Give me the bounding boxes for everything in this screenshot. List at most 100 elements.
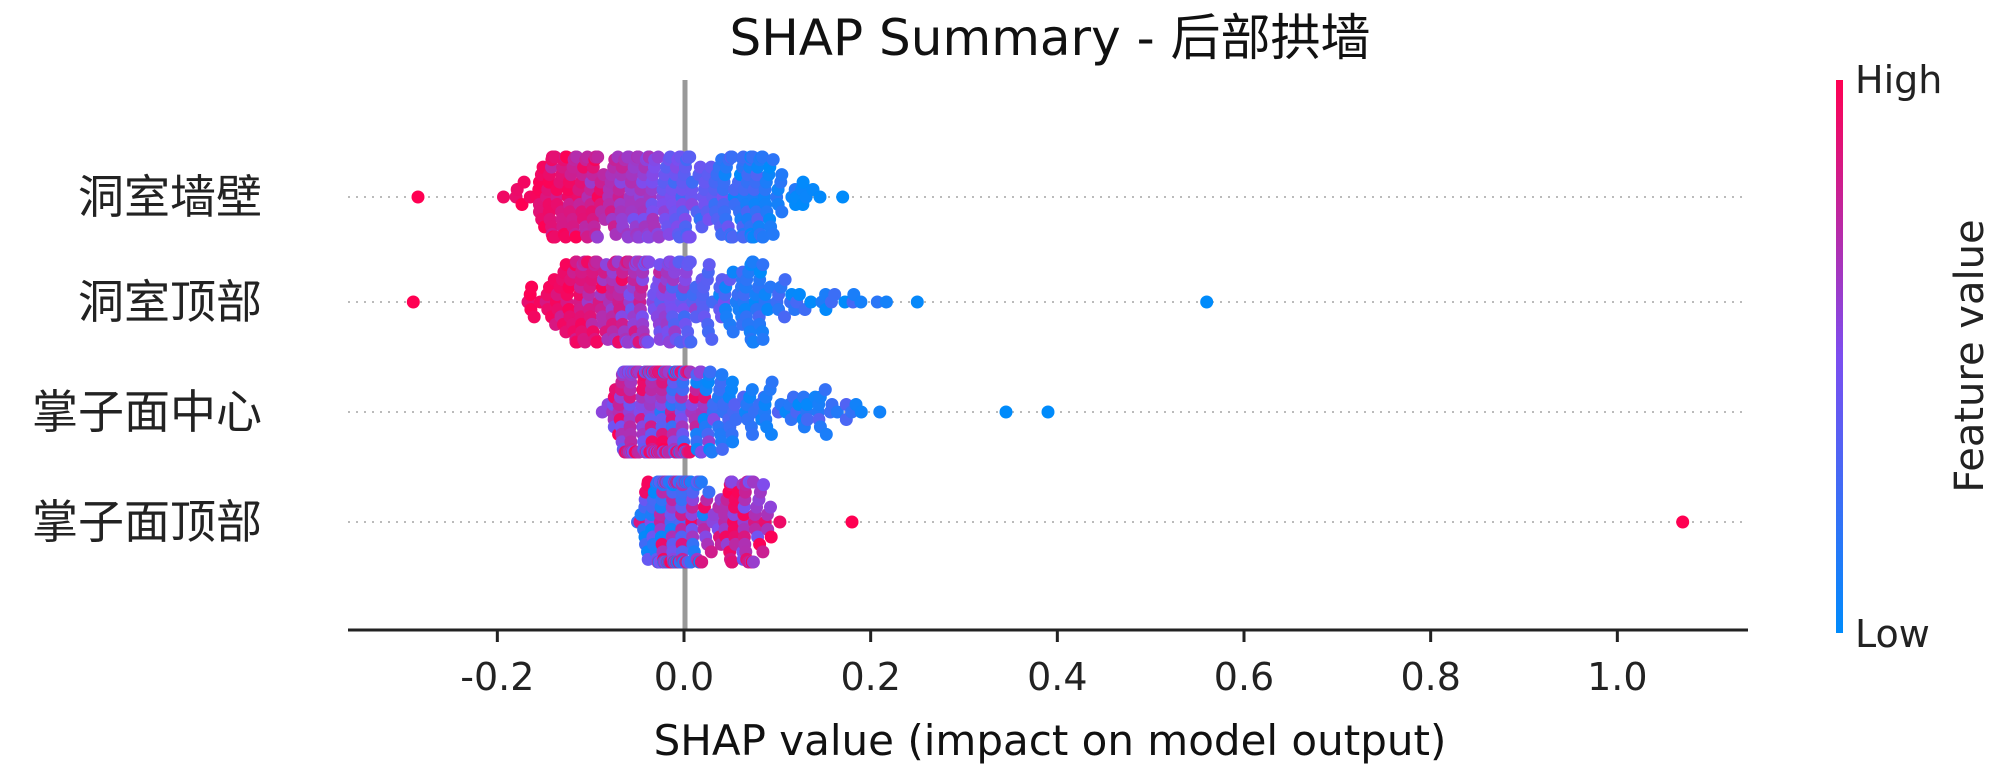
shap-dot [756, 332, 770, 346]
chart-title: SHAP Summary - 后部拱墙 [729, 9, 1370, 67]
shap-dot [590, 230, 604, 244]
shap-dot [705, 445, 719, 459]
shap-dot [705, 332, 719, 346]
shap-dot [704, 545, 718, 559]
shap-dot [756, 258, 770, 272]
shap-dot [756, 230, 770, 244]
dot-layer [406, 150, 1690, 569]
shap-dot [764, 427, 778, 441]
shap-dot [870, 295, 884, 309]
shap-dot [695, 555, 709, 569]
shap-dot [726, 265, 740, 279]
shap-dot [775, 205, 789, 219]
shap-dot [828, 288, 842, 301]
shap-dot [854, 295, 868, 309]
shap-dot [761, 303, 775, 316]
shap-dot [746, 555, 760, 569]
shap-dot [725, 150, 739, 164]
shap-dot [406, 295, 420, 309]
shap-dot [818, 383, 832, 397]
x-tick-label: 1.0 [1587, 655, 1647, 699]
shap-dot [728, 398, 742, 411]
shap-dot [766, 153, 780, 167]
shap-dot [764, 500, 777, 514]
shap-dot [765, 375, 779, 389]
shap-dot [662, 227, 676, 241]
feature-label: 洞室顶部 [78, 275, 262, 329]
x-axis-ticks: -0.2 0.0 0.2 0.4 0.6 0.8 1.0 [460, 630, 1648, 699]
shap-dot [745, 383, 759, 397]
shap-dot [703, 365, 717, 379]
shap-dot [800, 413, 814, 426]
shap-dot [497, 190, 510, 204]
shap-dot [775, 168, 789, 182]
shap-dot [651, 150, 665, 164]
x-tick-label: 0.8 [1400, 655, 1460, 699]
shap-dot [756, 150, 770, 164]
shap-dot [702, 485, 716, 499]
shap-dot [999, 405, 1013, 419]
shap-dot [641, 335, 655, 349]
shap-dot [746, 427, 759, 441]
shap-dot [813, 190, 827, 204]
shap-dot [726, 325, 740, 339]
shap-dot [726, 435, 740, 449]
colorbar-title: Feature value [1947, 219, 1993, 492]
shap-dot [796, 175, 810, 189]
x-tick-label: 0.0 [654, 655, 714, 699]
feature-gridlines [348, 196, 1748, 523]
colorbar-high-label: High [1855, 58, 1942, 102]
feature-label: 掌子面中心 [32, 385, 262, 439]
x-axis-label: SHAP value (impact on model output) [654, 716, 1447, 765]
shap-dot [683, 150, 697, 164]
shap-dot [590, 335, 604, 349]
shap-dot [591, 150, 605, 164]
shap-dot [804, 295, 818, 309]
shap-dot [792, 288, 806, 301]
shap-dot [830, 405, 844, 419]
shap-dot [778, 310, 791, 324]
feature-label: 洞室墙壁 [78, 170, 262, 224]
shap-dot [517, 175, 531, 189]
shap-dot [873, 405, 887, 419]
shap-dot [652, 230, 666, 244]
shap-dot [773, 515, 787, 529]
shap-dot [683, 230, 697, 244]
shap-dot [725, 555, 739, 569]
shap-dot [819, 427, 833, 441]
colorbar [1836, 80, 1843, 633]
colorbar-low-label: Low [1855, 612, 1930, 656]
shap-dot [642, 255, 656, 269]
x-tick-label: 0.2 [840, 655, 900, 699]
shap-dot [764, 530, 778, 544]
shap-dot [756, 545, 770, 559]
shap-dot [411, 190, 425, 204]
shap-dot [845, 515, 859, 529]
shap-dot [778, 273, 792, 287]
shap-dot [836, 190, 850, 204]
shap-dot [746, 475, 760, 489]
shap-dot [515, 198, 529, 211]
shap-dot [578, 335, 592, 349]
shap-dot [702, 258, 716, 272]
shap-dot [757, 478, 770, 492]
shap-dot [729, 413, 743, 426]
shap-dot [694, 475, 708, 489]
shap-dot [726, 230, 740, 244]
shap-dot [910, 295, 924, 309]
shap-dot [879, 295, 893, 309]
shap-dot [1041, 405, 1055, 419]
shap-dot [725, 375, 739, 389]
shap-dot [715, 442, 729, 456]
x-tick-label: 0.4 [1027, 655, 1087, 699]
shap-dot [1200, 295, 1214, 309]
feature-label: 掌子面顶部 [32, 495, 262, 549]
shap-dot [525, 280, 539, 294]
shap-dot [746, 255, 760, 269]
shap-dot [1676, 515, 1690, 529]
shap-dot [715, 368, 729, 382]
shap-dot [766, 227, 780, 241]
shap-dot [527, 310, 541, 324]
